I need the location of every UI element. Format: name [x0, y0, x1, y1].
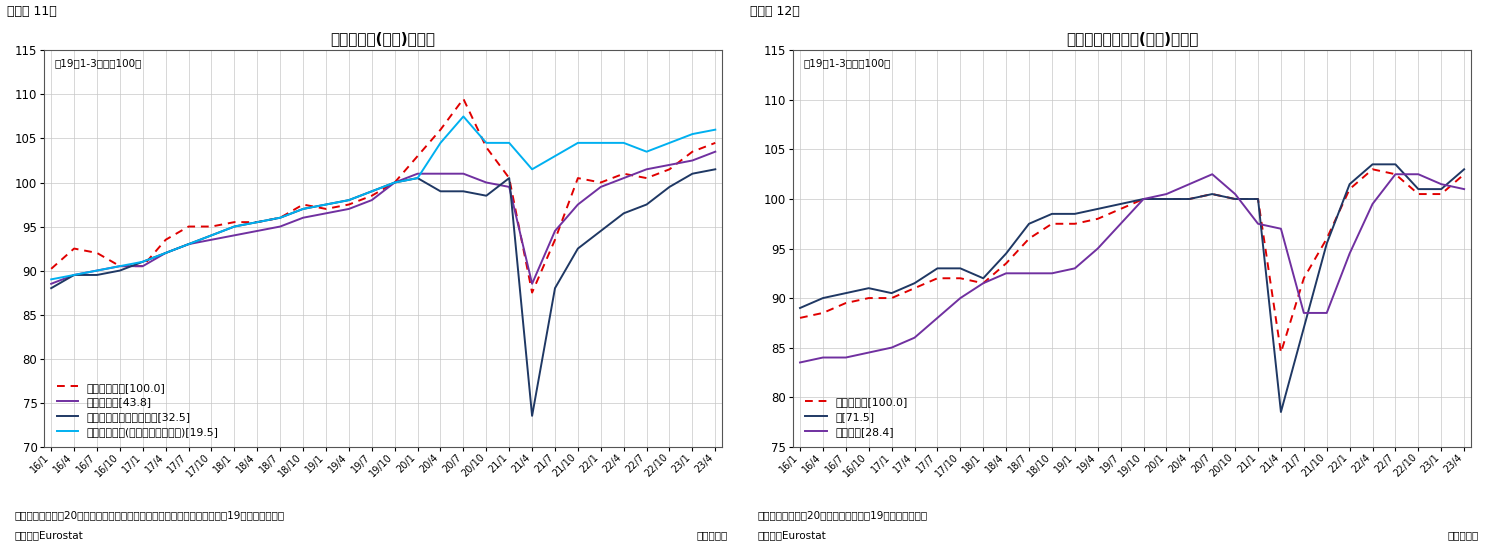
Title: 資産別投資(実質)の推移: 資産別投資(実質)の推移 [331, 31, 435, 47]
Text: （図表 11）: （図表 11） [7, 5, 56, 19]
Text: （19年1-3月期＝100）: （19年1-3月期＝100） [804, 58, 890, 68]
Text: （注）ユーロ圈は20か国、知的財産権はアイルランドを除く、カッコ内は19年時点のシェア: （注）ユーロ圈は20か国、知的財産権はアイルランドを除く、カッコ内は19年時点の… [15, 511, 285, 520]
Text: （19年1-3月期＝100）: （19年1-3月期＝100） [55, 58, 141, 68]
Text: （注）ユーロ圈は20か国、カッコ内は19年時点のシェア: （注）ユーロ圈は20か国、カッコ内は19年時点のシェア [758, 511, 927, 520]
Text: （資料）Eurostat: （資料）Eurostat [758, 530, 826, 540]
Legend: 実質輸出計[100.0], 財[71.5], サービス[28.4]: 実質輸出計[100.0], 財[71.5], サービス[28.4] [805, 397, 908, 438]
Text: （四半期）: （四半期） [1447, 530, 1479, 540]
Text: （図表 12）: （図表 12） [750, 5, 799, 19]
Text: （四半期）: （四半期） [697, 530, 728, 540]
Text: （資料）Eurostat: （資料）Eurostat [15, 530, 83, 540]
Legend: 実質総投資計[100.0], 建範物投資[43.8], 機械・ソフトウェア投資[32.5], 知的財産投資(アイルランド除く)[19.5]: 実質総投資計[100.0], 建範物投資[43.8], 機械・ソフトウェア投資[… [56, 382, 218, 438]
Title: 財・サービス輸出(実質)の推移: 財・サービス輸出(実質)の推移 [1065, 31, 1198, 47]
